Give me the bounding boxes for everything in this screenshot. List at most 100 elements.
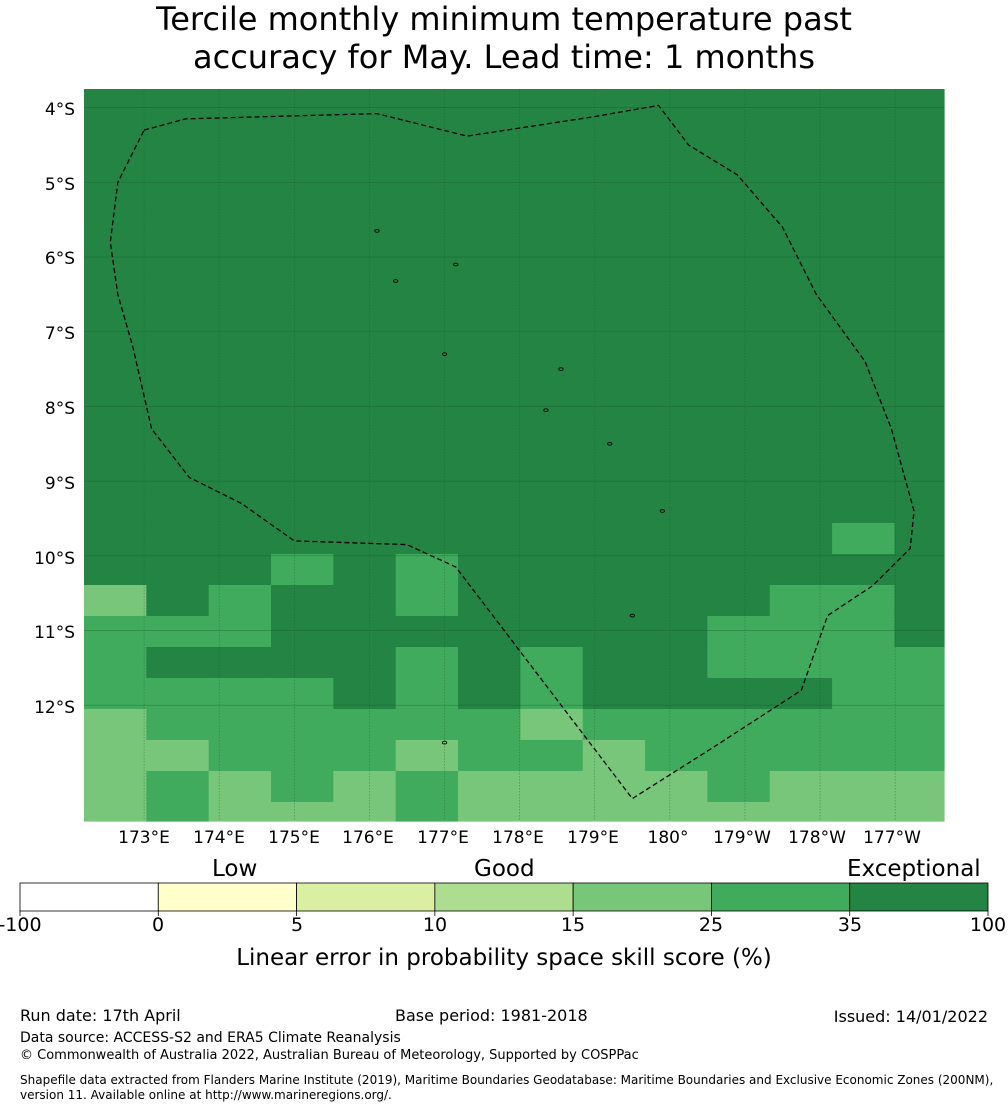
skill-cell: [645, 615, 709, 648]
skill-cell: [208, 119, 272, 152]
skill-cell: [208, 646, 272, 679]
skill-cell: [84, 739, 147, 772]
skill-cell: [84, 522, 147, 555]
skill-cell: [582, 677, 646, 710]
map-title: Tercile monthly minimum temperature past…: [0, 0, 1008, 76]
skill-cell: [707, 429, 771, 462]
skill-cell: [458, 429, 521, 462]
skill-cell: [832, 801, 896, 822]
skill-cell: [645, 491, 709, 524]
run-date: Run date: 17th April: [20, 1006, 181, 1025]
base-period: Base period: 1981-2018: [395, 1006, 588, 1025]
skill-cell: [645, 646, 709, 679]
lon-label: 175°E: [268, 828, 320, 848]
skill-cell: [271, 429, 334, 462]
skill-cell: [84, 429, 147, 462]
island-outline: [374, 229, 380, 233]
skill-cell: [582, 522, 646, 555]
lat-label: 6°S: [44, 249, 75, 269]
skill-cell: [271, 491, 334, 524]
skill-cell: [146, 739, 210, 772]
skill-cell: [333, 770, 397, 803]
skill-cell: [146, 181, 210, 214]
graticule: [84, 89, 944, 821]
skill-cell: [894, 398, 945, 431]
skill-cell: [645, 243, 709, 276]
skill-cell: [146, 274, 210, 307]
skill-cell: [146, 646, 210, 679]
skill-cell: [271, 677, 334, 710]
skill-cell: [769, 305, 833, 338]
skill-cell: [707, 491, 771, 524]
skill-cell: [458, 243, 521, 276]
skill-cell: [333, 739, 397, 772]
skill-cell: [894, 336, 945, 369]
colorbar-segment: [434, 882, 574, 912]
skill-cell: [395, 708, 459, 741]
skill-cell: [146, 212, 210, 245]
skill-grid: [84, 89, 945, 822]
colorbar-segment: [296, 882, 436, 912]
skill-cell: [208, 243, 272, 276]
colorbar-tick: 15: [560, 914, 586, 936]
skill-cell: [146, 584, 210, 617]
lat-label: 4°S: [44, 100, 75, 120]
skill-cell: [707, 739, 771, 772]
skill-cell: [707, 770, 771, 803]
skill-cell: [707, 708, 771, 741]
island-outline: [441, 740, 448, 745]
colorbar-tick: -100: [0, 914, 42, 936]
skill-cell: [208, 584, 272, 617]
skill-cell: [333, 584, 397, 617]
skill-cell: [458, 212, 521, 245]
colorbar-segment: [711, 882, 851, 912]
skill-cell: [146, 708, 210, 741]
skill-cell: [769, 708, 833, 741]
skill-cell: [582, 367, 646, 400]
copyright: © Commonwealth of Australia 2022, Austra…: [20, 1048, 639, 1063]
skill-cell: [458, 336, 521, 369]
skill-cell: [832, 553, 896, 586]
skill-cell: [84, 212, 147, 245]
skill-cell: [208, 212, 272, 245]
skill-cell: [707, 274, 771, 307]
skill-cell: [84, 336, 147, 369]
skill-cell: [333, 615, 397, 648]
skill-cell: [146, 553, 210, 586]
skill-cell: [271, 305, 334, 338]
skill-cell: [208, 336, 272, 369]
skill-cell: [458, 801, 521, 822]
skill-cell: [894, 553, 945, 586]
skill-cell: [582, 305, 646, 338]
skill-cell: [894, 615, 945, 648]
lat-label: 12°S: [34, 698, 75, 718]
skill-cell: [645, 584, 709, 617]
skill-cell: [520, 398, 584, 431]
skill-cell: [769, 522, 833, 555]
skill-cell: [769, 243, 833, 276]
skill-cell: [769, 398, 833, 431]
skill-cell: [894, 677, 945, 710]
skill-cell: [84, 677, 147, 710]
skill-cell: [395, 336, 459, 369]
island-outline: [453, 262, 459, 267]
skill-cell: [894, 89, 945, 121]
skill-cell: [458, 739, 521, 772]
skill-cell: [582, 584, 646, 617]
skill-cell: [333, 150, 397, 183]
skill-cell: [894, 491, 945, 524]
skill-cell: [395, 89, 459, 121]
skill-cell: [582, 801, 646, 822]
skill-cell: [769, 615, 833, 648]
skill-cell: [271, 367, 334, 400]
skill-cell: [520, 89, 584, 121]
skill-cell: [832, 708, 896, 741]
skill-cell: [84, 553, 147, 586]
skill-cell: [208, 274, 272, 307]
skill-cell: [769, 181, 833, 214]
skill-cell: [458, 305, 521, 338]
island-outline: [607, 441, 613, 446]
skill-cell: [894, 429, 945, 462]
skill-cell: [645, 212, 709, 245]
skill-cell: [84, 243, 147, 276]
